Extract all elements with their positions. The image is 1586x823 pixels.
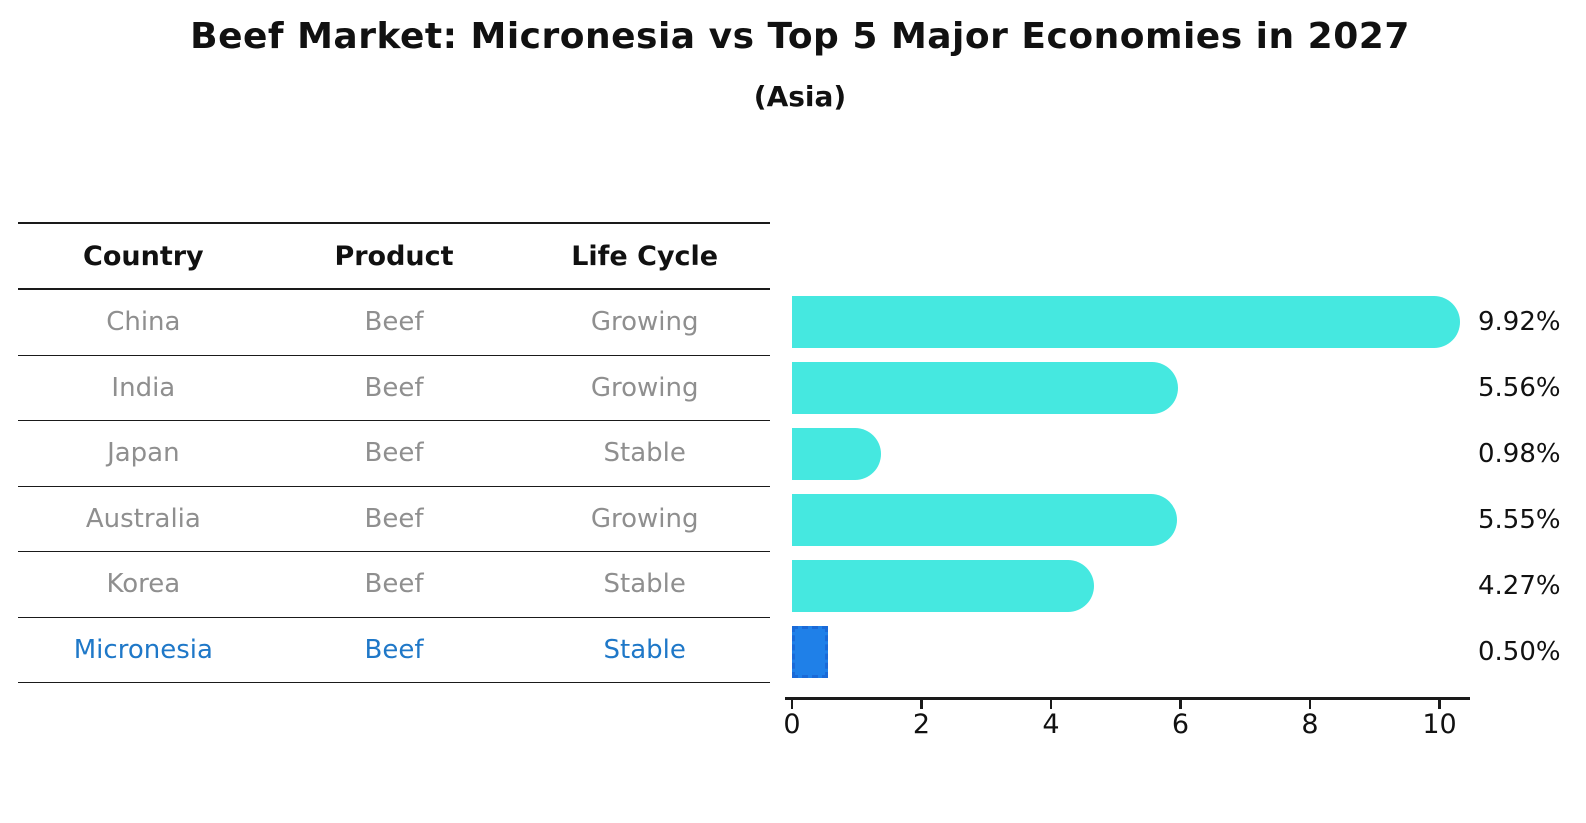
table-cell-country: Japan [107, 438, 180, 469]
x-tick [1049, 699, 1053, 709]
x-tick [1438, 699, 1441, 709]
value-label: 0.98% [1478, 438, 1561, 469]
country-table: Country Product Life Cycle China Beef Grow… [18, 222, 770, 683]
table-cell-country: Australia [85, 503, 201, 534]
bar-highlight-micronesia [792, 625, 828, 678]
table-body: China Beef Growing India Beef Growing Japan Bee… [18, 290, 770, 683]
table-cell-country: India [111, 372, 176, 403]
table-header-country: Country [83, 240, 204, 272]
bar-australia [792, 493, 1177, 546]
table-cell-life-cycle: Stable [603, 438, 686, 469]
x-tick-label: 8 [1301, 709, 1319, 740]
table-row: Micronesia Beef Stable [18, 618, 770, 683]
table-cell-country: Micronesia [73, 634, 213, 665]
x-tick-label: 6 [1171, 709, 1190, 740]
value-label: 5.56% [1478, 372, 1561, 403]
bar-korea [792, 559, 1094, 612]
bar-japan [792, 427, 881, 480]
table-row: Korea Beef Stable [18, 552, 770, 618]
table-row: Australia Beef Growing [18, 487, 770, 552]
bar-china [792, 295, 1460, 348]
x-axis-line [785, 697, 1470, 700]
table-header-product: Product [334, 240, 454, 272]
x-tick [1179, 699, 1182, 709]
table-cell-life-cycle: Stable [603, 634, 686, 665]
table-header-life-cycle: Life Cycle [571, 240, 719, 272]
table-cell-country: Korea [106, 569, 181, 600]
table-cell-life-cycle: Growing [590, 307, 699, 338]
x-tick-label: 10 [1422, 709, 1457, 740]
x-tick-label: 4 [1042, 709, 1060, 740]
bar-india [792, 361, 1178, 414]
chart-subtitle: (Asia) [753, 80, 847, 113]
x-tick-label: 0 [783, 709, 801, 740]
table-row: China Beef Growing [18, 290, 770, 356]
table-cell-life-cycle: Growing [590, 372, 699, 403]
table-cell-product: Beef [364, 634, 424, 665]
table-row: Japan Beef Stable [18, 421, 770, 487]
value-label: 5.55% [1478, 504, 1561, 535]
table-cell-product: Beef [364, 307, 424, 338]
table-cell-product: Beef [364, 503, 424, 534]
x-tick [790, 699, 794, 709]
x-tick [1308, 699, 1312, 709]
table-cell-country: China [106, 307, 181, 338]
table-header-row: Country Product Life Cycle [18, 222, 770, 290]
value-label: 0.50% [1478, 636, 1561, 667]
x-tick-label: 2 [912, 709, 931, 740]
value-label: 4.27% [1478, 570, 1561, 601]
value-label: 9.92% [1478, 306, 1561, 337]
table-cell-product: Beef [364, 569, 424, 600]
table-cell-product: Beef [364, 438, 424, 469]
table-cell-life-cycle: Stable [603, 569, 686, 600]
x-tick [920, 699, 923, 709]
table-cell-life-cycle: Growing [590, 503, 699, 534]
table-cell-product: Beef [364, 372, 424, 403]
chart-title: Beef Market: Micronesia vs Top 5 Major E… [190, 16, 1410, 57]
table-row: India Beef Growing [18, 356, 770, 421]
